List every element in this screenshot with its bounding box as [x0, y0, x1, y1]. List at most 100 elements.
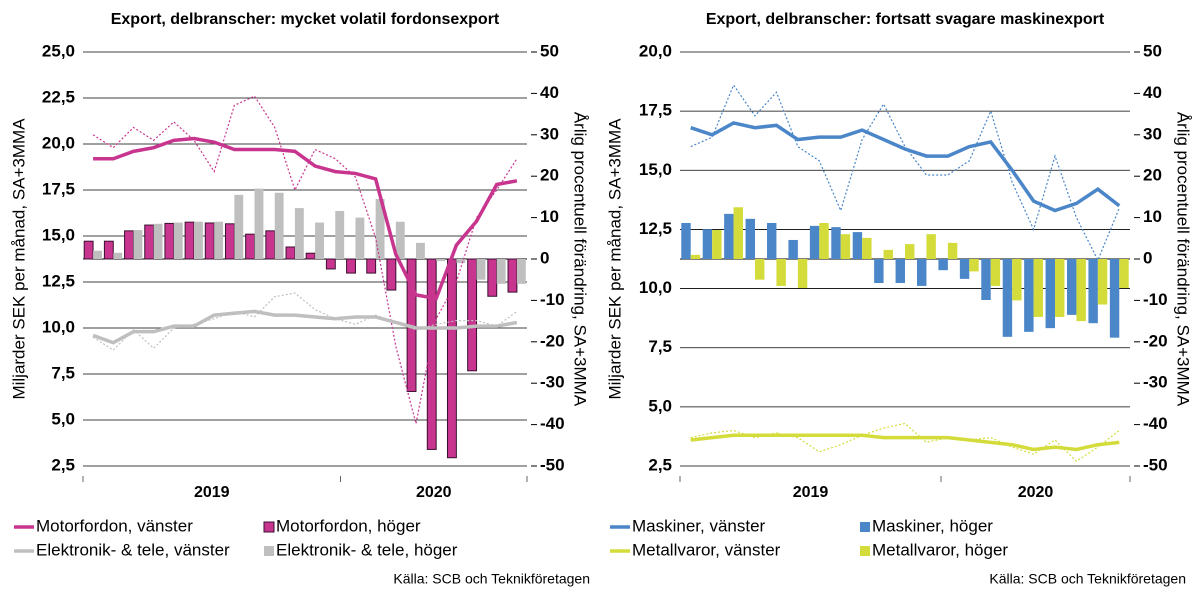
bar — [852, 232, 863, 259]
bar — [245, 233, 256, 260]
y2-axis-label: Årlig procentuell förändring, SA+3MMA — [571, 112, 590, 407]
y-tick-label: 12,5 — [639, 219, 672, 238]
y2-tick-label: -50 — [1143, 455, 1168, 474]
y-tick-label: 2,5 — [51, 455, 75, 474]
bar — [83, 240, 94, 260]
bar — [274, 192, 284, 259]
bar — [990, 259, 1001, 286]
legend-label: Maskiner, höger — [872, 516, 993, 535]
y-tick-label: 12,5 — [42, 271, 75, 290]
year-label: 2020 — [1018, 484, 1054, 501]
y-tick-label: 15,0 — [639, 160, 672, 179]
bar — [724, 213, 734, 259]
bar — [883, 249, 893, 259]
y-tick-label: 22,5 — [42, 87, 75, 106]
bar — [831, 227, 841, 259]
y2-tick-label: 0 — [1143, 248, 1152, 267]
bar — [507, 258, 518, 293]
y2-tick-label: 40 — [540, 83, 559, 102]
bar — [214, 221, 224, 259]
y-tick-label: 25,0 — [42, 41, 75, 60]
y2-tick-label: 10 — [1143, 207, 1162, 226]
y-axis-label: Miljarder SEK per månad, SA+3MMA — [9, 118, 28, 400]
bar — [895, 259, 905, 284]
bar — [416, 242, 425, 259]
bar — [938, 259, 948, 271]
source: Källa: SCB och Teknikföretagen — [393, 571, 590, 587]
bar — [690, 254, 701, 259]
bar — [1055, 259, 1065, 317]
y2-tick-label: 50 — [1143, 41, 1162, 60]
bar — [375, 198, 385, 259]
bar — [476, 259, 486, 280]
y2-tick-label: -10 — [540, 290, 565, 309]
legend-label: Elektronik- & tele, höger — [276, 540, 458, 559]
bar — [809, 225, 820, 259]
y2-tick-label: 20 — [1143, 166, 1162, 185]
bar — [456, 259, 466, 264]
legend-label: Metallvaror, höger — [872, 540, 1008, 559]
y2-tick-label: 40 — [1143, 83, 1162, 102]
bar — [1097, 259, 1108, 305]
y-tick-label: 7,5 — [51, 363, 75, 382]
bar — [133, 230, 143, 259]
bar — [184, 221, 195, 260]
bar — [1088, 259, 1098, 324]
bar — [446, 258, 457, 459]
bar — [305, 252, 316, 260]
y2-tick-label: -40 — [540, 414, 565, 433]
legend-label: Metallvaror, vänster — [632, 540, 781, 559]
bar — [959, 259, 970, 279]
bar — [1109, 259, 1120, 338]
year-label: 2019 — [793, 484, 829, 501]
bar — [164, 222, 175, 260]
legend-label: Motorfordon, vänster — [36, 516, 193, 535]
line — [93, 136, 518, 301]
y-tick-label: 20,0 — [42, 133, 75, 152]
legend-swatch — [860, 546, 870, 556]
bar — [234, 194, 244, 259]
y2-tick-label: 30 — [1143, 124, 1162, 143]
y2-tick-label: 30 — [540, 124, 559, 143]
bar — [487, 258, 498, 297]
bar — [426, 258, 437, 450]
bar — [315, 222, 324, 259]
bar — [254, 188, 264, 259]
bar — [797, 259, 808, 288]
bar — [436, 259, 446, 262]
y2-tick-label: -30 — [1143, 373, 1168, 392]
bar — [862, 237, 872, 259]
bar — [516, 259, 526, 284]
bar — [113, 252, 123, 259]
bar — [745, 218, 755, 259]
bar — [917, 259, 927, 286]
bar — [1012, 259, 1022, 301]
chart: Export, delbranscher: mycket volatil for… — [9, 11, 590, 586]
bar — [702, 229, 713, 259]
bar — [153, 223, 163, 259]
y2-tick-label: -30 — [540, 373, 565, 392]
y2-tick-label: 10 — [540, 207, 559, 226]
bar — [103, 240, 114, 260]
legend-swatch — [263, 521, 275, 533]
bar — [681, 222, 691, 259]
y-tick-label: 5,0 — [648, 396, 672, 415]
bar — [355, 217, 365, 259]
y-tick-label: 5,0 — [51, 409, 75, 428]
bar — [840, 234, 851, 259]
year-label: 2019 — [194, 484, 230, 501]
bar — [346, 258, 356, 274]
bar — [947, 242, 958, 259]
bar — [1045, 259, 1055, 329]
line — [690, 433, 1120, 452]
bar — [819, 222, 829, 259]
bar — [194, 221, 203, 259]
source: Källa: SCB och Teknikföretagen — [989, 571, 1186, 587]
y2-tick-label: -50 — [540, 455, 565, 474]
bar — [325, 258, 336, 270]
y2-tick-label: 20 — [540, 166, 559, 185]
bar — [144, 224, 155, 260]
bar — [776, 259, 786, 286]
bar — [124, 230, 134, 260]
